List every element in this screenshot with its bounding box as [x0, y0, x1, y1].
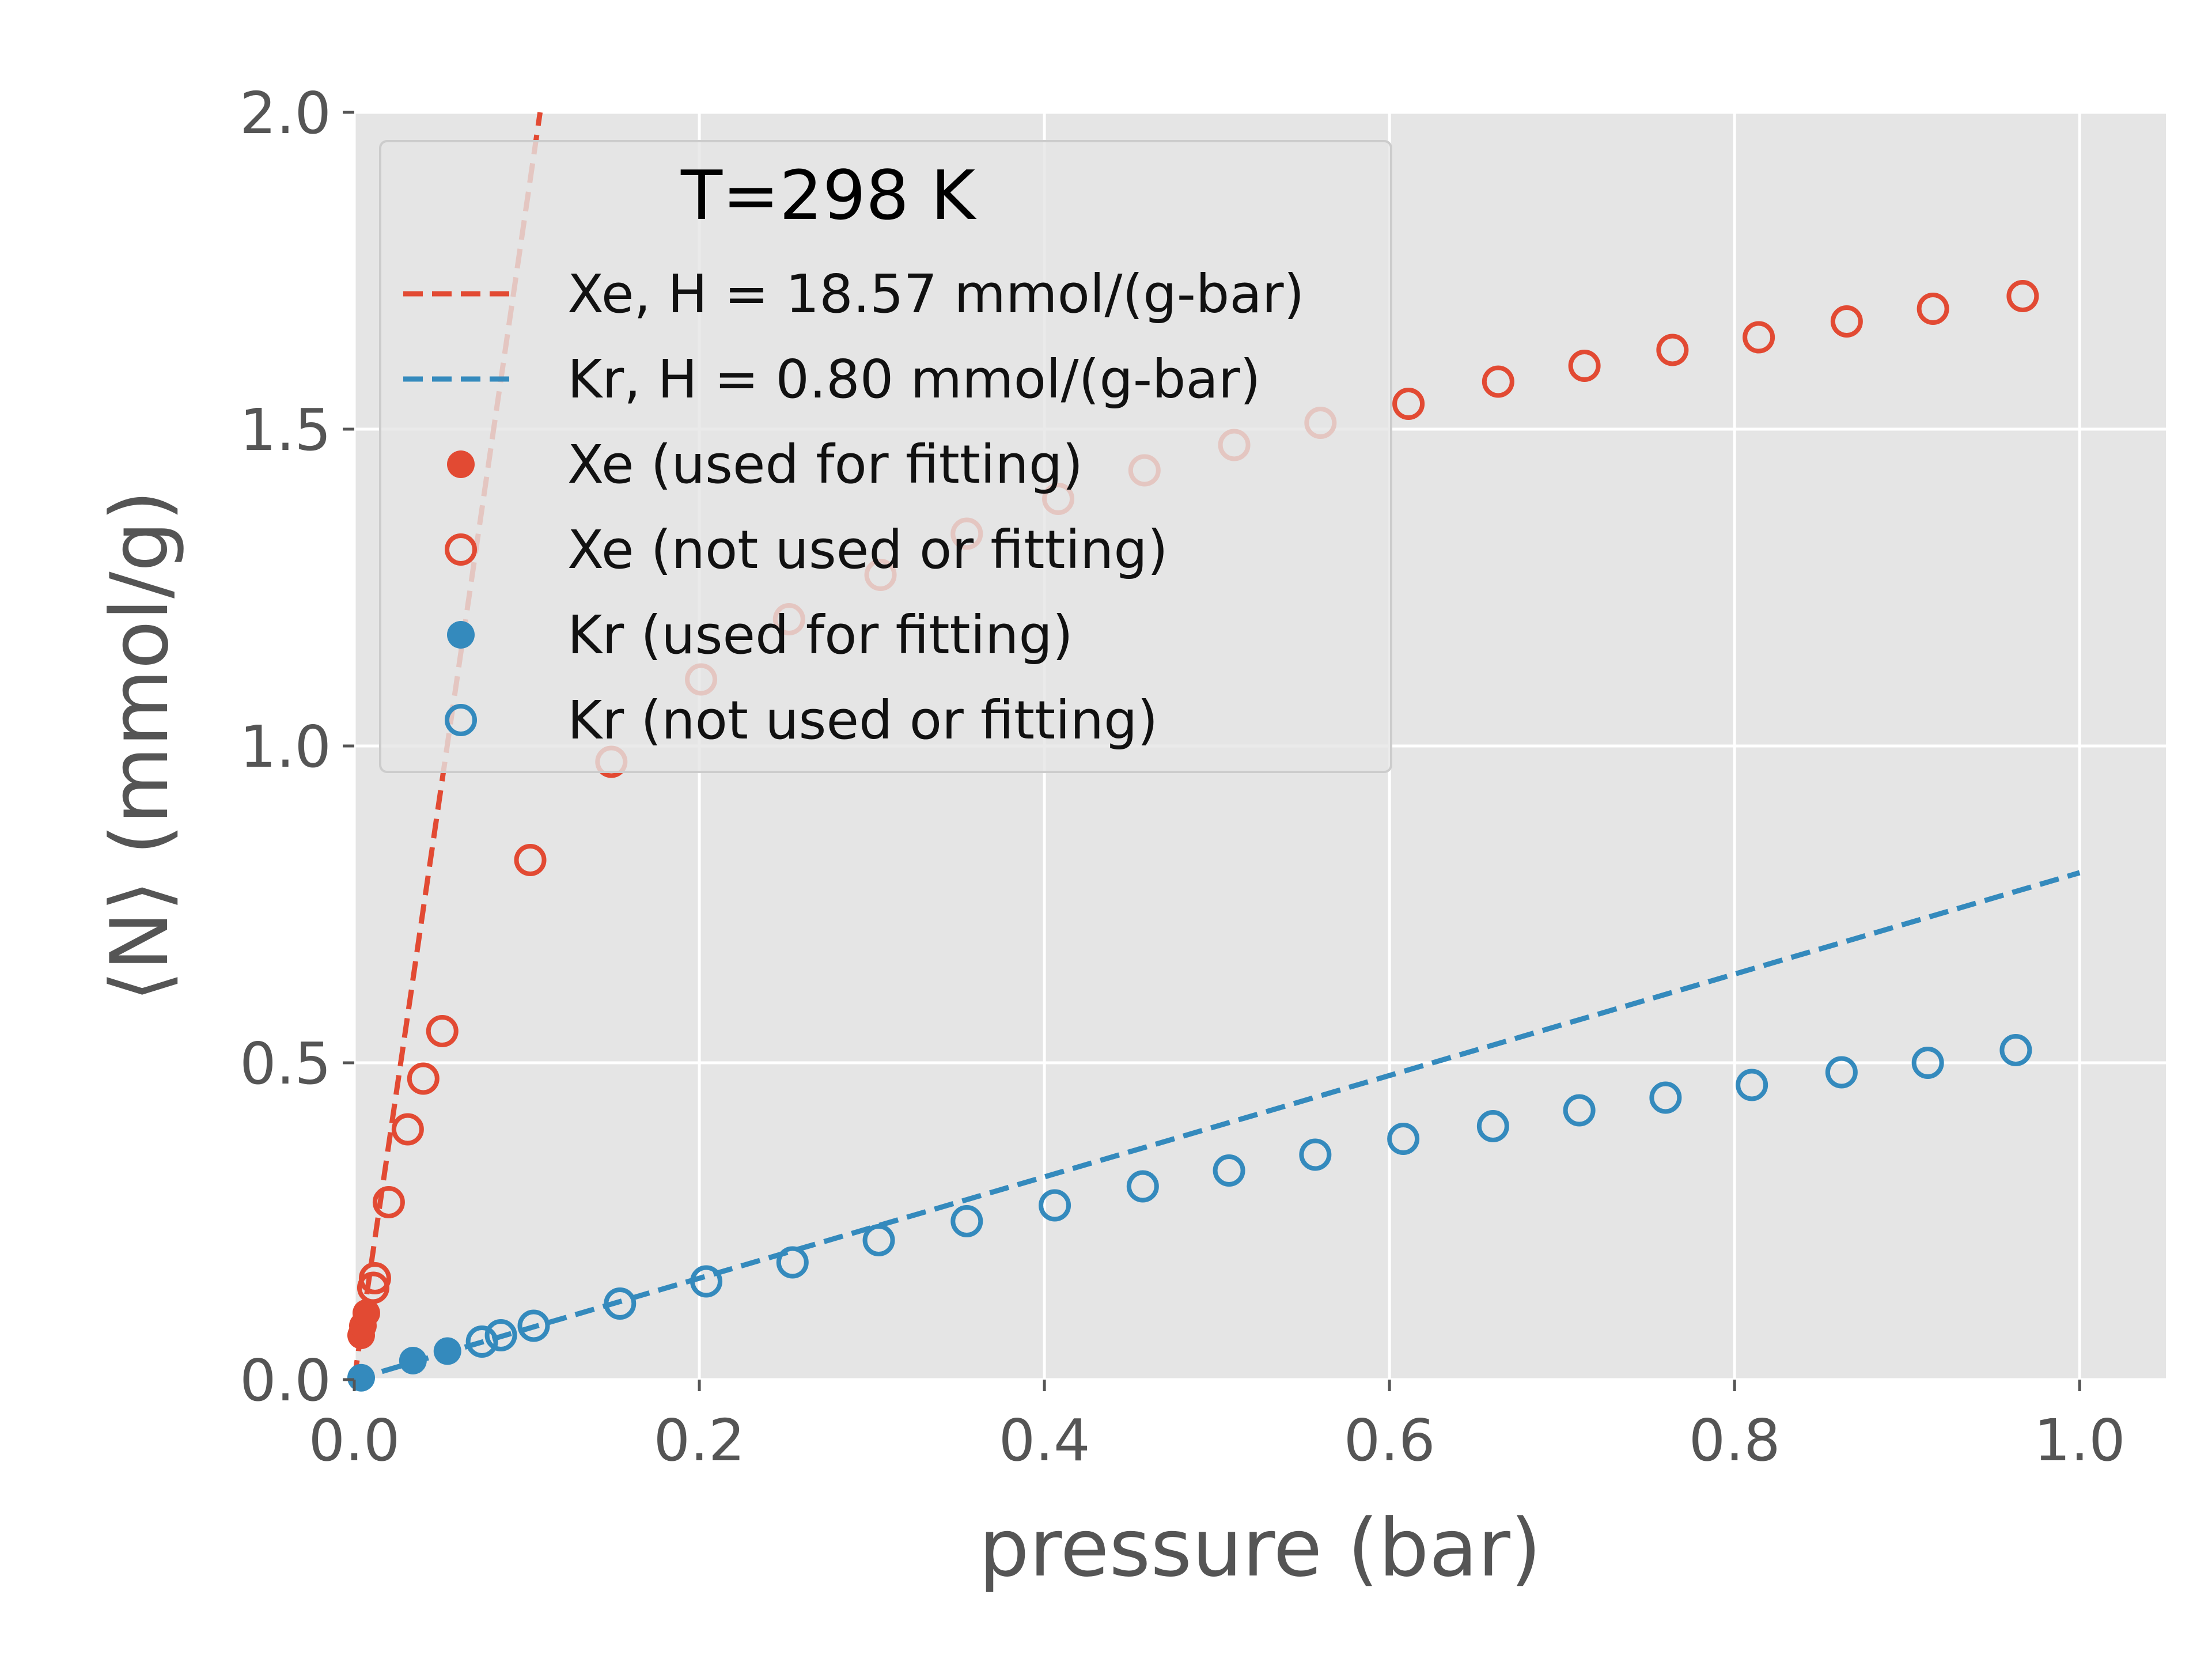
- kr-fitted-point: [433, 1337, 461, 1365]
- y-tick-label: 0.0: [240, 1347, 331, 1414]
- legend-title: T=298 K: [680, 156, 977, 235]
- xe-unfitted-point: [1568, 350, 1601, 382]
- xe-unfitted-point: [426, 1015, 459, 1047]
- kr-unfitted-point: [1299, 1138, 1332, 1171]
- xe-unfitted-point: [2006, 280, 2039, 312]
- legend-entry-label: Kr (used for fitting): [567, 604, 1073, 666]
- x-tick-label: 0.8: [1689, 1407, 1781, 1474]
- kr-unfitted-point: [1736, 1069, 1768, 1101]
- kr-unfitted-point: [1476, 1110, 1509, 1142]
- legend-marker-filled: [447, 450, 475, 478]
- x-tick-label: 0.6: [1344, 1407, 1435, 1474]
- y-tick-label: 0.5: [240, 1030, 331, 1097]
- x-axis-label: pressure (bar): [979, 1502, 1541, 1594]
- kr-unfitted-point: [1911, 1047, 1944, 1079]
- xe-unfitted-point: [1392, 388, 1425, 420]
- kr-unfitted-point: [604, 1287, 637, 1320]
- kr-unfitted-point: [1649, 1081, 1682, 1114]
- x-tick-label: 0.0: [308, 1407, 400, 1474]
- x-tick-label: 0.2: [654, 1407, 745, 1474]
- legend-marker-open: [445, 533, 477, 566]
- legend-entry-label: Xe (not used or fitting): [567, 519, 1168, 581]
- kr-fitted-point: [399, 1347, 427, 1374]
- axes: 0.0 0.2 0.4 0.6 0.8 1.0 0.0 0.5 1.0 1.5 2.0: [240, 79, 2126, 1474]
- kr-unfitted-point: [950, 1205, 983, 1237]
- xe-unfitted-point: [1916, 293, 1949, 325]
- xe-unfitted-point: [1743, 321, 1775, 354]
- kr-fitted-point: [347, 1363, 375, 1392]
- legend: T=298 K Xe, H = 18.57 mmol/(g-bar) Kr, H =…: [379, 140, 1392, 773]
- kr-unfitted-point: [1825, 1056, 1858, 1089]
- xe-unfitted-point: [1482, 365, 1514, 398]
- xe-unfitted-point: [1830, 305, 1863, 338]
- y-tick-label: 1.0: [240, 713, 331, 781]
- kr-unfitted-point: [1039, 1189, 1071, 1222]
- x-tick-label: 1.0: [2034, 1407, 2126, 1474]
- xe-unfitted-point: [407, 1062, 440, 1095]
- kr-unfitted-point: [1999, 1034, 2032, 1066]
- legend-marker-open: [445, 704, 477, 736]
- legend-entry-label: Xe (used for fitting): [567, 434, 1083, 495]
- xe-unfitted-point: [1656, 334, 1689, 366]
- xe-unfitted-point: [358, 1262, 391, 1294]
- kr-unfitted-point: [1126, 1170, 1159, 1203]
- kr-fit-line: [353, 870, 2081, 1382]
- legend-entry-label: Xe, H = 18.57 mmol/(g-bar): [567, 263, 1304, 325]
- kr-unfitted-point: [1563, 1094, 1596, 1127]
- xe-fitted-point: [352, 1299, 380, 1327]
- legend-entry-label: Kr (not used or fitting): [567, 690, 1158, 751]
- kr-unfitted-point: [465, 1325, 498, 1358]
- xe-unfitted-point: [391, 1113, 424, 1146]
- xe-unfitted-point: [514, 844, 547, 876]
- kr-unfitted-point: [1387, 1123, 1420, 1155]
- y-tick-label: 1.5: [240, 396, 331, 464]
- xe-unfitted-point: [372, 1186, 405, 1218]
- y-tick-label: 2.0: [240, 79, 331, 147]
- kr-unfitted-point: [484, 1319, 517, 1351]
- legend-marker-filled: [447, 621, 475, 649]
- legend-box: [379, 140, 1392, 773]
- kr-unfitted-point: [690, 1265, 723, 1298]
- kr-unfitted-point: [517, 1309, 550, 1342]
- y-axis-label: ⟨N⟩ (mmol/g): [93, 490, 186, 1002]
- kr-unfitted-point: [1213, 1154, 1245, 1187]
- kr-unfitted-point: [862, 1224, 895, 1256]
- x-tick-label: 0.4: [999, 1407, 1090, 1474]
- kr-unfitted-point: [776, 1246, 809, 1279]
- legend-entry-label: Kr, H = 0.80 mmol/(g-bar): [567, 349, 1261, 410]
